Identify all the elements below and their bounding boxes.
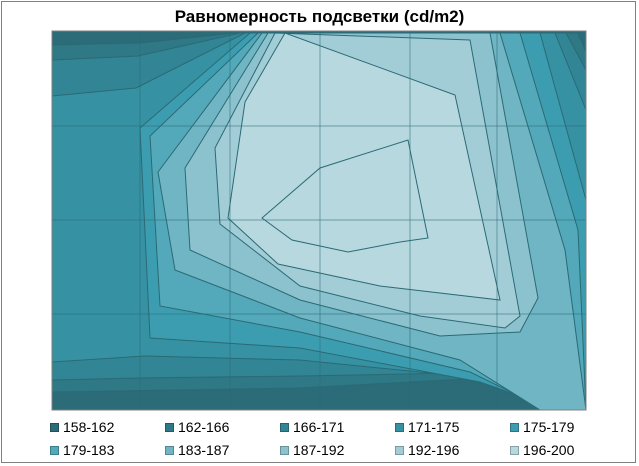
legend-swatch bbox=[510, 422, 519, 432]
legend-label: 187-192 bbox=[293, 442, 345, 458]
legend-label: 196-200 bbox=[523, 442, 575, 458]
legend-item: 196-200 bbox=[510, 442, 574, 458]
legend-item: 166-171 bbox=[280, 419, 344, 435]
legend-swatch bbox=[280, 445, 289, 455]
legend-label: 166-171 bbox=[293, 419, 345, 435]
legend-item: 183-187 bbox=[165, 442, 229, 458]
legend-label: 171-175 bbox=[408, 419, 460, 435]
legend-item: 175-179 bbox=[510, 419, 574, 435]
legend-label: 158-162 bbox=[63, 419, 115, 435]
legend-item: 187-192 bbox=[280, 442, 344, 458]
legend-item: 158-162 bbox=[50, 419, 114, 435]
legend-swatch bbox=[50, 422, 59, 432]
legend-label: 183-187 bbox=[178, 442, 230, 458]
legend-label: 179-183 bbox=[63, 442, 115, 458]
legend-item: 192-196 bbox=[395, 442, 459, 458]
plot-border bbox=[51, 30, 587, 411]
legend-item: 171-175 bbox=[395, 419, 459, 435]
legend-swatch bbox=[165, 422, 174, 432]
legend-swatch bbox=[280, 422, 289, 432]
legend-label: 192-196 bbox=[408, 442, 460, 458]
legend-swatch bbox=[165, 445, 174, 455]
chart-title: Равномерность подсветки (cd/m2) bbox=[174, 7, 465, 26]
legend-item: 162-166 bbox=[165, 419, 229, 435]
legend-label: 162-166 bbox=[178, 419, 230, 435]
legend-swatch bbox=[50, 445, 59, 455]
legend-item: 179-183 bbox=[50, 442, 114, 458]
contour-band bbox=[261, 139, 429, 253]
legend-swatch bbox=[510, 445, 519, 455]
legend-label: 175-179 bbox=[523, 419, 575, 435]
legend-swatch bbox=[395, 445, 404, 455]
legend-swatch bbox=[395, 422, 404, 432]
chart-legend: 158-162 162-166 166-171 171-175 175-179 179-1… bbox=[50, 418, 610, 462]
